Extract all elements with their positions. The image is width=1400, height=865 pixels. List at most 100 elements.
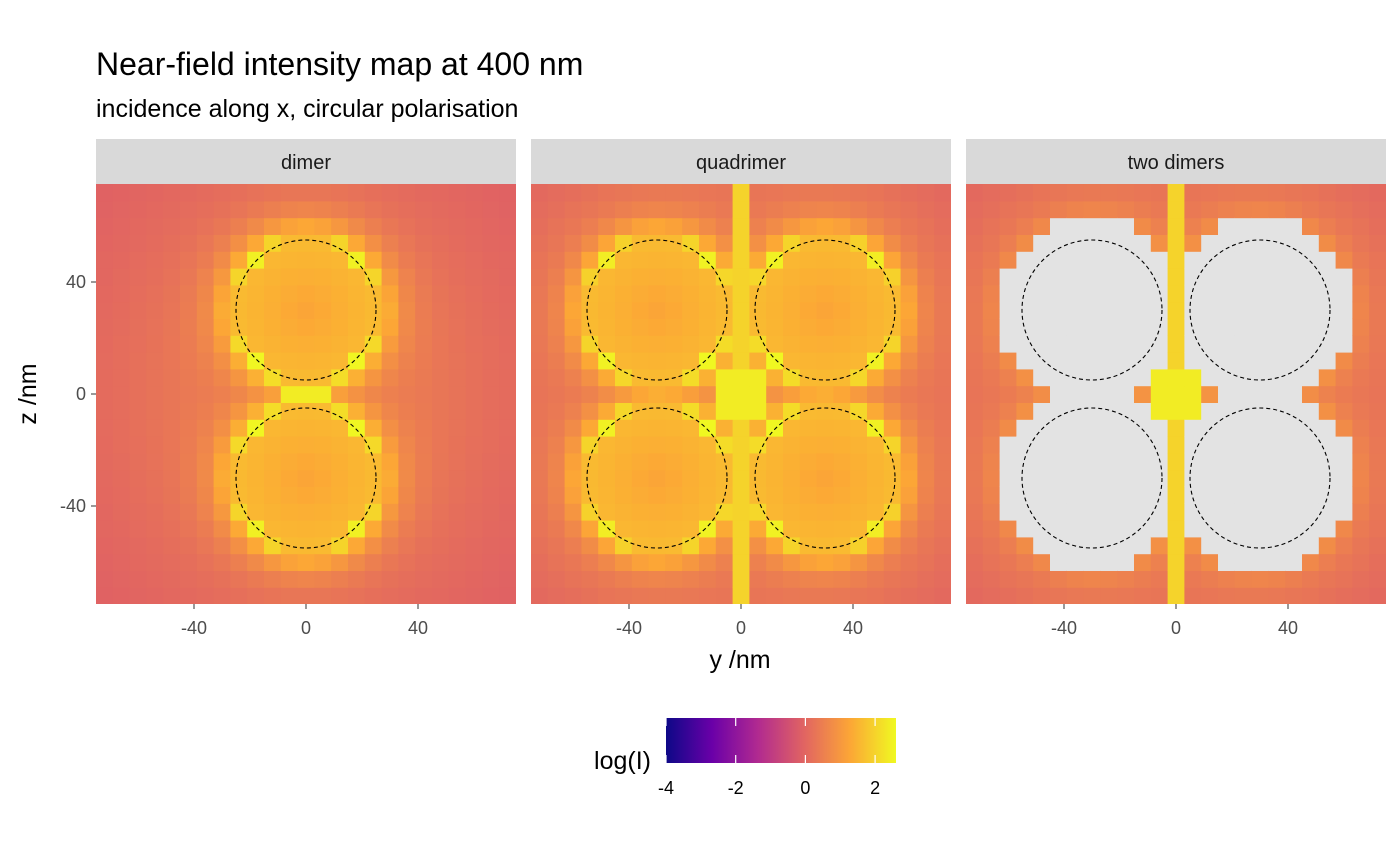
heatmap-cell — [398, 503, 416, 521]
heatmap-cell — [581, 335, 599, 353]
heatmap-cell — [348, 184, 366, 202]
heatmap-cell — [732, 335, 750, 353]
heatmap-cell — [966, 402, 984, 420]
heatmap-cell — [581, 536, 599, 555]
heatmap-cell — [1033, 419, 1051, 437]
heatmap-cell — [297, 452, 315, 471]
heatmap-cell — [213, 402, 231, 420]
heatmap-cell — [867, 335, 885, 353]
heatmap-cell — [1150, 402, 1169, 420]
heatmap-cell — [1083, 200, 1101, 219]
heatmap-cell — [1234, 452, 1253, 471]
heatmap-cell — [665, 385, 683, 403]
heatmap-cell — [280, 385, 299, 403]
heatmap-cell — [1369, 503, 1386, 521]
heatmap-cell — [581, 436, 599, 454]
heatmap-cell — [348, 251, 366, 269]
heatmap-cell — [180, 268, 198, 286]
heatmap-cell — [381, 419, 399, 437]
heatmap-cell — [1184, 520, 1202, 538]
heatmap-cell — [816, 520, 834, 538]
heatmap-cell — [867, 452, 885, 471]
heatmap-cell — [163, 536, 181, 555]
heatmap-cell — [364, 268, 383, 286]
heatmap-cell — [280, 503, 299, 521]
heatmap-cell — [966, 318, 984, 336]
heatmap-cell — [331, 284, 349, 303]
heatmap-cell — [1218, 368, 1236, 387]
heatmap-cell — [1251, 419, 1269, 437]
heatmap-cell — [314, 419, 332, 437]
heatmap-cell — [783, 200, 801, 219]
heatmap-cell — [280, 251, 299, 269]
heatmap-cell — [900, 318, 918, 336]
heatmap-cell — [631, 385, 650, 403]
heatmap-cell — [196, 520, 215, 538]
heatmap-cell — [699, 536, 717, 555]
heatmap-cell — [146, 301, 164, 319]
heatmap-cell — [465, 184, 483, 202]
heatmap-cell — [883, 234, 902, 252]
heatmap-cell — [1201, 536, 1219, 555]
heatmap-cell — [1369, 251, 1386, 269]
heatmap-cell — [867, 234, 885, 252]
heatmap-cell — [631, 486, 650, 504]
heatmap-cell — [331, 536, 349, 555]
heatmap-cell — [230, 301, 248, 319]
heatmap-cell — [482, 318, 500, 336]
heatmap-cell — [699, 217, 717, 235]
heatmap-cell — [1083, 570, 1101, 588]
heatmap-cell — [648, 184, 666, 202]
heatmap-cell — [314, 402, 332, 420]
heatmap-cell — [331, 335, 349, 353]
heatmap-cell — [230, 268, 248, 286]
heatmap-cell — [1352, 385, 1370, 403]
heatmap-cell — [1234, 318, 1253, 336]
heatmap-cell — [348, 402, 366, 420]
heatmap-cell — [699, 318, 717, 336]
y-axis: 400-40 — [60, 272, 96, 516]
heatmap-cell — [615, 587, 633, 604]
heatmap-cell — [1335, 536, 1353, 555]
heatmap-cell — [381, 368, 399, 387]
heatmap-cell — [465, 217, 483, 235]
heatmap-cell — [1218, 553, 1236, 571]
heatmap-cell — [999, 520, 1017, 538]
heatmap-cell — [1050, 368, 1068, 387]
heatmap-cell — [615, 486, 633, 504]
heatmap-cell — [180, 335, 198, 353]
heatmap-cell — [531, 503, 549, 521]
heatmap-cell — [264, 268, 282, 286]
heatmap-cell — [1234, 268, 1253, 286]
heatmap-cell — [1033, 436, 1051, 454]
heatmap-cell — [1369, 436, 1386, 454]
heatmap-cell — [1234, 200, 1253, 219]
legend-tick-label: 0 — [800, 778, 810, 798]
heatmap-cell — [766, 217, 784, 235]
heatmap-cell — [833, 251, 851, 269]
heatmap-cell — [1167, 419, 1185, 437]
heatmap-cell — [112, 469, 131, 487]
heatmap-cell — [1134, 469, 1152, 487]
heatmap-cell — [482, 268, 500, 286]
heatmap-cell — [1369, 385, 1386, 403]
heatmap-cell — [766, 536, 784, 555]
heatmap-cell — [682, 385, 700, 403]
heatmap-cell — [732, 402, 750, 420]
heatmap-cell — [900, 184, 918, 202]
heatmap-cell — [499, 553, 516, 571]
heatmap-cell — [1167, 570, 1185, 588]
heatmap-cell — [900, 520, 918, 538]
heatmap-cell — [833, 335, 851, 353]
heatmap-cell — [1285, 335, 1303, 353]
heatmap-cell — [615, 200, 633, 219]
heatmap-cell — [348, 436, 366, 454]
heatmap-cell — [631, 335, 650, 353]
heatmap-cell — [1033, 268, 1051, 286]
heatmap-cell — [1050, 301, 1068, 319]
heatmap-cell — [314, 318, 332, 336]
heatmap-cell — [547, 553, 566, 571]
heatmap-cell — [982, 436, 1001, 454]
heatmap-cell — [917, 352, 935, 370]
heatmap-cell — [917, 217, 935, 235]
